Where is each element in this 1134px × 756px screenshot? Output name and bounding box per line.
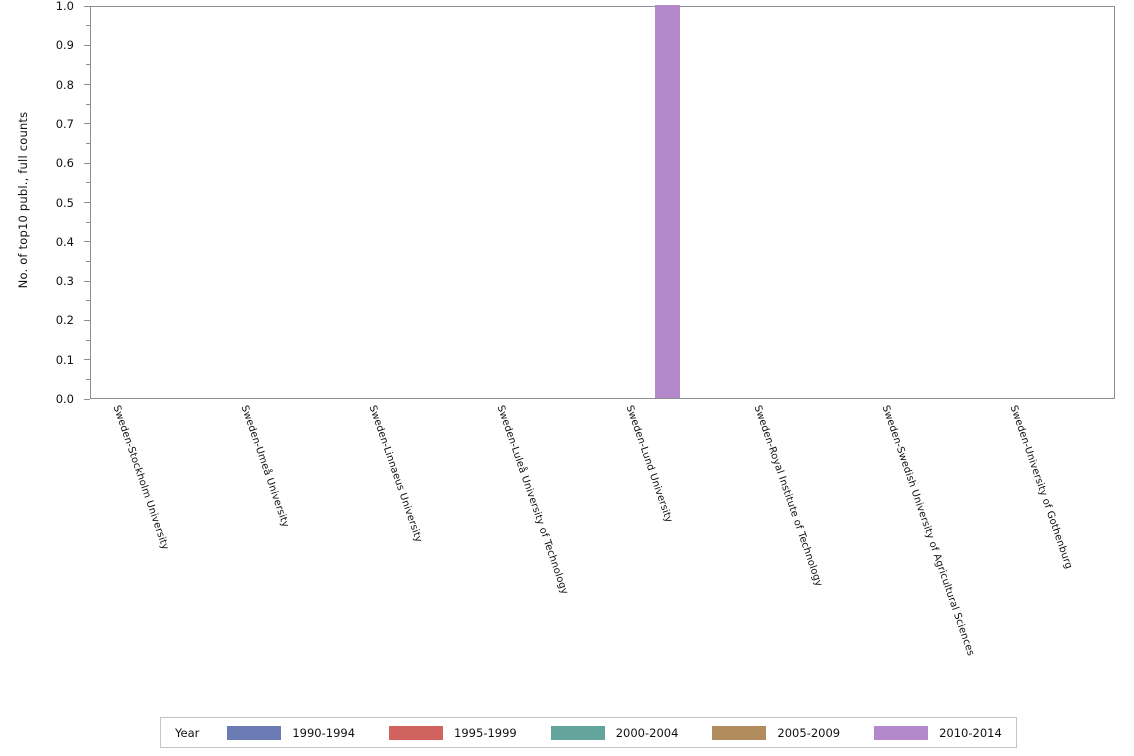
y-axis-tick-label: 1.0 (55, 0, 74, 13)
legend-label: 2000-2004 (615, 725, 679, 740)
y-axis-tick-minor (86, 182, 90, 184)
bar-group (475, 7, 603, 398)
x-axis-tick-label: Sweden-Royal Institute of Technology (751, 404, 824, 589)
legend-entry[interactable]: 2005-2009 (712, 725, 841, 740)
y-axis-tick-label: 0.9 (55, 38, 74, 53)
y-axis-tick-minor (86, 221, 90, 223)
legend-entry[interactable]: 2010-2014 (874, 725, 1002, 740)
legend-label: 1995-1999 (454, 725, 517, 740)
y-axis-tick-minor (86, 300, 90, 302)
legend-label: 2010-2014 (939, 725, 1002, 740)
y-axis-tick-major (84, 398, 90, 400)
bar-group (91, 7, 219, 398)
y-axis-tick-label: 0.6 (55, 156, 74, 171)
bar-group (219, 7, 347, 398)
legend-swatch (550, 725, 605, 740)
legend: Year 1990-1994 1995-1999 2000-2004 2005-200… (160, 717, 1017, 748)
y-axis-tick-major (84, 84, 90, 86)
y-axis-tick-minor (86, 260, 90, 262)
legend-swatch (389, 725, 444, 740)
y-axis-tick-label: 0.7 (55, 116, 74, 131)
legend-label: 2005-2009 (777, 725, 841, 740)
x-axis-tick-label: Sweden-University of Gothenburg (1007, 404, 1075, 571)
y-axis-tick-major (84, 5, 90, 7)
y-axis-tick-label: 0.8 (55, 77, 74, 92)
legend-label: 1990-1994 (292, 725, 356, 740)
y-axis-tick-label: 0.4 (55, 234, 74, 249)
x-axis-tick-label: Sweden-Luleå University of Technology (495, 404, 571, 596)
y-axis-tick-major (84, 202, 90, 203)
y-axis-tick-minor (86, 64, 90, 66)
x-axis-tick-label: Sweden-Stockholm University (110, 404, 171, 552)
legend-entries: 1990-1994 1995-1999 2000-2004 2005-2009 2010… (227, 725, 1002, 740)
y-axis-tick-major (84, 241, 90, 243)
legend-swatch (874, 725, 929, 740)
legend-title: Year (175, 725, 200, 740)
y-axis-tick-label: 0.2 (55, 313, 74, 328)
x-axis-tick-label: Sweden-Swedish University of Agricultura… (879, 404, 976, 658)
legend-entry[interactable]: 1995-1999 (389, 725, 517, 740)
legend-swatch (227, 725, 282, 740)
y-axis-tick-minor (86, 25, 90, 27)
y-axis-tick-label: 0.3 (55, 274, 74, 289)
y-axis-tick-minor (86, 103, 90, 105)
bar-group (604, 5, 732, 398)
y-axis-tick-major (84, 319, 90, 321)
y-axis-tick-label: 0.0 (55, 392, 74, 406)
bar-group (988, 7, 1116, 398)
bar-group (860, 7, 988, 398)
plot-area (90, 5, 1116, 399)
y-axis-tick-minor (86, 339, 90, 341)
bar-group (732, 7, 860, 398)
legend-entry[interactable]: 2000-2004 (550, 725, 679, 740)
legend-entry[interactable]: 1990-1994 (227, 725, 356, 740)
y-axis-tick-major (84, 123, 90, 125)
y-axis-tick-major (84, 280, 90, 282)
bar (655, 5, 681, 398)
y-axis-tick-minor (86, 378, 90, 380)
y-axis-tick-label: 0.1 (55, 352, 74, 367)
y-axis-tick-minor (86, 143, 90, 145)
y-axis-tick-label: 0.5 (55, 195, 74, 210)
y-axis-tick-major (84, 162, 90, 164)
bar-group (347, 7, 475, 398)
y-axis-tick-major (84, 44, 90, 46)
x-axis-tick-label: Sweden-Linnaeus University (366, 404, 425, 544)
x-axis-tick-label: Sweden-Umeå University (238, 404, 291, 529)
y-axis-tick-major (84, 359, 90, 361)
x-axis-tick-label: Sweden-Lund University (623, 404, 674, 525)
bar-groups (91, 5, 1116, 398)
legend-swatch (712, 725, 767, 740)
